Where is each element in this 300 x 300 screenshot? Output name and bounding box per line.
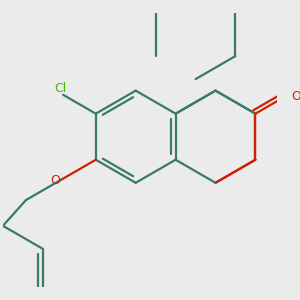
Text: O: O bbox=[291, 90, 300, 103]
Text: Cl: Cl bbox=[54, 82, 67, 95]
Text: O: O bbox=[50, 174, 60, 187]
